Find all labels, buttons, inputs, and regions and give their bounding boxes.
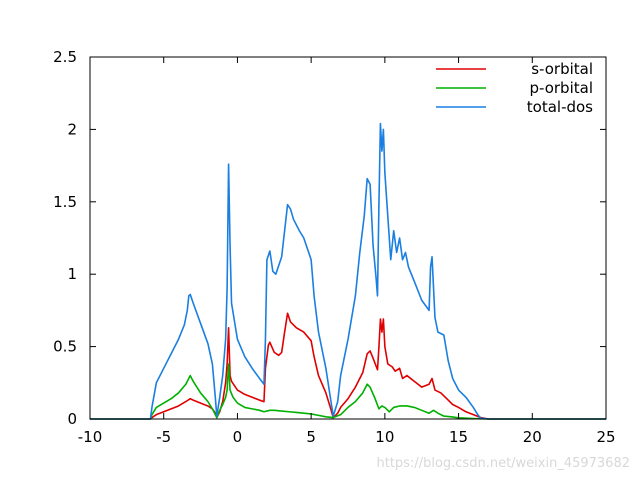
ticks-layer: -10 -5 0 5 10 15 20 25 0 0.5 1 1.5 2 2.5 [53, 48, 615, 446]
watermark-text: https://blog.csdn.net/weixin_45973682 [376, 456, 630, 471]
legend-label-p-orbital: p-orbital [530, 79, 594, 97]
legend-label-total-dos: total-dos [527, 98, 593, 116]
x-tick-label: -10 [78, 428, 103, 446]
y-tick-label: 2 [67, 120, 77, 138]
y-tick-label: 1 [67, 265, 77, 283]
legend-label-s-orbital: s-orbital [531, 60, 593, 78]
series-line-p-orbital [90, 363, 606, 420]
y-tick-label: 2.5 [53, 48, 77, 66]
plot-frame [89, 56, 607, 420]
y-tick-label: 0 [67, 410, 77, 428]
series-line-total-dos [90, 122, 606, 420]
x-tick-label: 20 [523, 428, 542, 446]
y-tick-label: 0.5 [53, 338, 77, 356]
x-tick-label: 0 [233, 428, 243, 446]
x-tick-label: 25 [596, 428, 615, 446]
x-tick-label: 5 [306, 428, 316, 446]
series-line-s-orbital [90, 312, 606, 420]
x-tick-label: -5 [156, 428, 171, 446]
series-layer [90, 122, 606, 420]
x-tick-label: 10 [375, 428, 394, 446]
y-tick-label: 1.5 [53, 193, 77, 211]
x-tick-label: 15 [449, 428, 468, 446]
